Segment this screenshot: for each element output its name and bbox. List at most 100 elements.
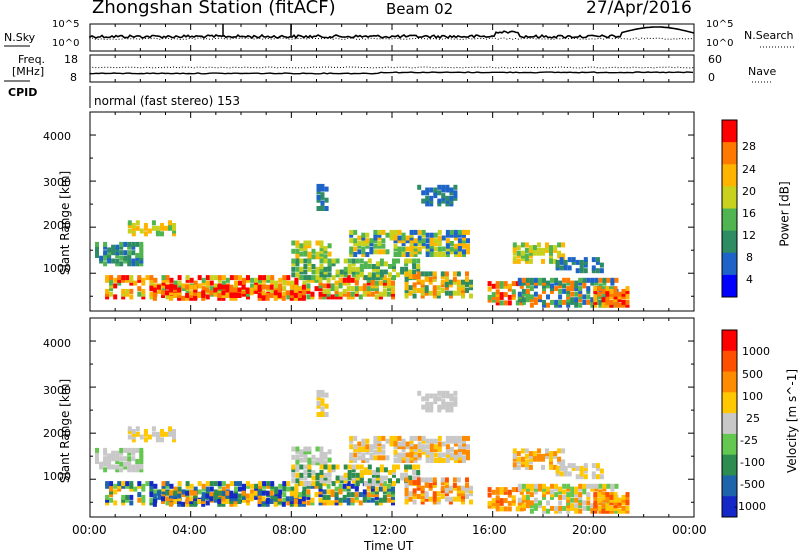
velocity-cell (602, 486, 607, 492)
velocity-cbar-tick-100: 100 (742, 390, 763, 403)
velocity-cell (519, 489, 524, 495)
power-cell (254, 277, 259, 283)
power-cell (412, 258, 417, 264)
xtick-2000: 20:00 (572, 523, 607, 537)
power-cell (358, 286, 363, 292)
velocity-cell (621, 505, 626, 511)
power-cell (306, 288, 311, 294)
power-cell (529, 302, 534, 308)
velocity-cell (436, 496, 441, 502)
velocity-cell (119, 461, 124, 467)
power-cell (303, 275, 308, 281)
power-cell (533, 280, 538, 286)
power-cell (574, 302, 579, 308)
power-cell (466, 229, 470, 235)
power-cell (469, 293, 473, 299)
power-cell (387, 283, 391, 289)
power-cell (487, 281, 492, 287)
power-cell (351, 258, 356, 264)
power-cell (365, 241, 370, 246)
velocity-cell (221, 490, 226, 496)
velocity-cell (499, 487, 504, 493)
power-cell (282, 291, 287, 297)
velocity-cell (197, 481, 202, 487)
velocity-cell (303, 457, 308, 463)
velocity-cell (621, 508, 626, 514)
power-cell (503, 283, 508, 289)
date-label: 27/Apr/2016 (586, 0, 692, 18)
velocity-cell (127, 459, 132, 464)
power-cell (147, 228, 152, 234)
velocity-cell (429, 447, 434, 452)
power-cell (307, 240, 312, 246)
velocity-cell (466, 444, 470, 450)
power-cell (571, 259, 576, 265)
power-cell (282, 280, 287, 286)
power-cell (139, 247, 144, 253)
velocity-cell (127, 461, 132, 467)
velocity-cell (570, 503, 575, 509)
power-cell (354, 286, 359, 292)
power-cell (246, 277, 250, 283)
velocity-cell (606, 483, 611, 489)
velocity-cell (109, 483, 114, 489)
velocity-cell (315, 481, 320, 487)
velocity-cell (135, 447, 140, 453)
velocity-cell (121, 481, 126, 487)
velocity-cell (125, 497, 130, 503)
power-cell (103, 241, 108, 247)
power-cell (617, 291, 622, 297)
power-cell (107, 258, 112, 264)
velocity-cell (320, 412, 325, 417)
velocity-cell (155, 437, 160, 443)
velocity-cell (529, 508, 534, 514)
velocity-cell (391, 500, 395, 506)
power-cell (217, 277, 222, 283)
power-cell (382, 291, 387, 297)
velocity-cell (495, 500, 500, 506)
power-cell (295, 248, 300, 254)
velocity-cell (351, 464, 356, 470)
velocity-cell (371, 472, 376, 478)
power-cell (609, 302, 614, 308)
power-cell (378, 291, 383, 297)
power-cell (617, 294, 622, 300)
power-cell (440, 274, 445, 280)
velocity-cell (168, 429, 172, 434)
velocity-cell (453, 435, 458, 441)
velocity-cell (507, 492, 512, 498)
power-cell (462, 232, 466, 238)
power-cell (605, 299, 610, 305)
velocity-cell (137, 497, 142, 503)
power-cell (578, 291, 583, 297)
power-cell (404, 266, 409, 272)
velocity-cell (491, 498, 496, 504)
power-cell (250, 277, 255, 283)
power-cell (495, 300, 500, 306)
velocity-cell (131, 464, 136, 470)
velocity-cell (338, 489, 343, 495)
velocity-cell (432, 499, 437, 505)
power-cell (590, 302, 595, 308)
power-cell (354, 288, 359, 294)
velocity-cell (209, 481, 214, 487)
power-cell (115, 258, 120, 264)
power-cell (428, 276, 433, 282)
power-cell (306, 283, 311, 289)
velocity-cell (437, 390, 442, 396)
velocity-cell (491, 489, 496, 495)
velocity-cbar-tick-minus25: -25 (740, 434, 758, 447)
velocity-cell (570, 492, 575, 498)
power-cell (303, 264, 308, 269)
power-cell (374, 286, 379, 292)
power-cell (405, 238, 410, 244)
power-cell (113, 294, 118, 300)
velocity-cell (201, 496, 206, 502)
power-cell (578, 286, 583, 292)
velocity-cell (524, 453, 529, 459)
velocity-cell (334, 486, 339, 492)
power-cell (613, 291, 618, 297)
power-cell (457, 252, 462, 257)
velocity-cbar-tick-1000: 1000 (742, 345, 770, 358)
power-cell (503, 300, 508, 306)
